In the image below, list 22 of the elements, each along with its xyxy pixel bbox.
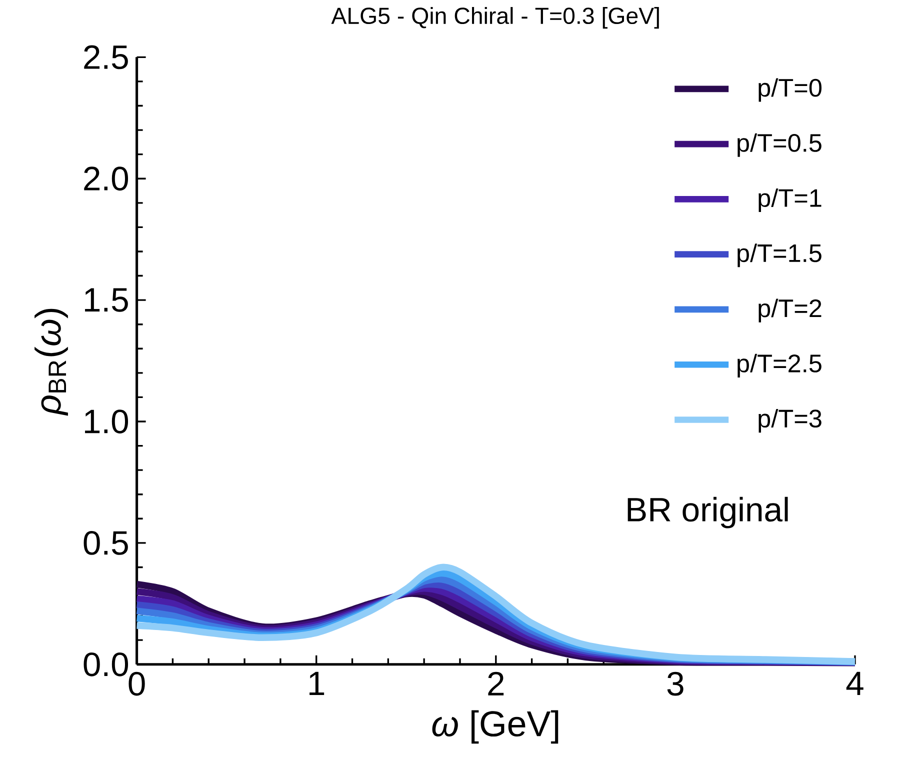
chart-title: ALG5 - Qin Chiral - T=0.3 [GeV] xyxy=(331,6,659,28)
legend-label: p/T=2.5 xyxy=(738,354,822,378)
y-tick-label: 0.5 xyxy=(84,530,128,555)
legend-label: p/T=1 xyxy=(758,188,822,212)
y-tick-label: 0.0 xyxy=(84,652,128,676)
y-tick-label: 1.5 xyxy=(85,288,128,312)
annotation: BR original xyxy=(628,496,788,528)
legend-label: p/T=2 xyxy=(758,298,822,322)
x-tick-label: 1 xyxy=(310,672,324,695)
x-tick-label: 2 xyxy=(488,672,504,696)
y-tick-label: 2.5 xyxy=(84,45,128,69)
x-axis-title: ω [GeV] xyxy=(432,710,558,744)
y-axis-title: ρ$_{BR}$(ω) xyxy=(34,308,68,416)
x-tick-label: 3 xyxy=(667,672,684,696)
legend-label: p/T=0.5 xyxy=(738,133,822,157)
x-tick-label: 4 xyxy=(846,672,864,695)
legend-label: p/T=0 xyxy=(758,78,822,102)
legend-label: p/T=3 xyxy=(758,408,822,432)
y-tick-label: 1.0 xyxy=(85,409,128,434)
x-tick-label: 0 xyxy=(128,672,145,696)
y-tick-label: 2.0 xyxy=(84,166,128,190)
legend-label: p/T=1.5 xyxy=(738,243,822,267)
